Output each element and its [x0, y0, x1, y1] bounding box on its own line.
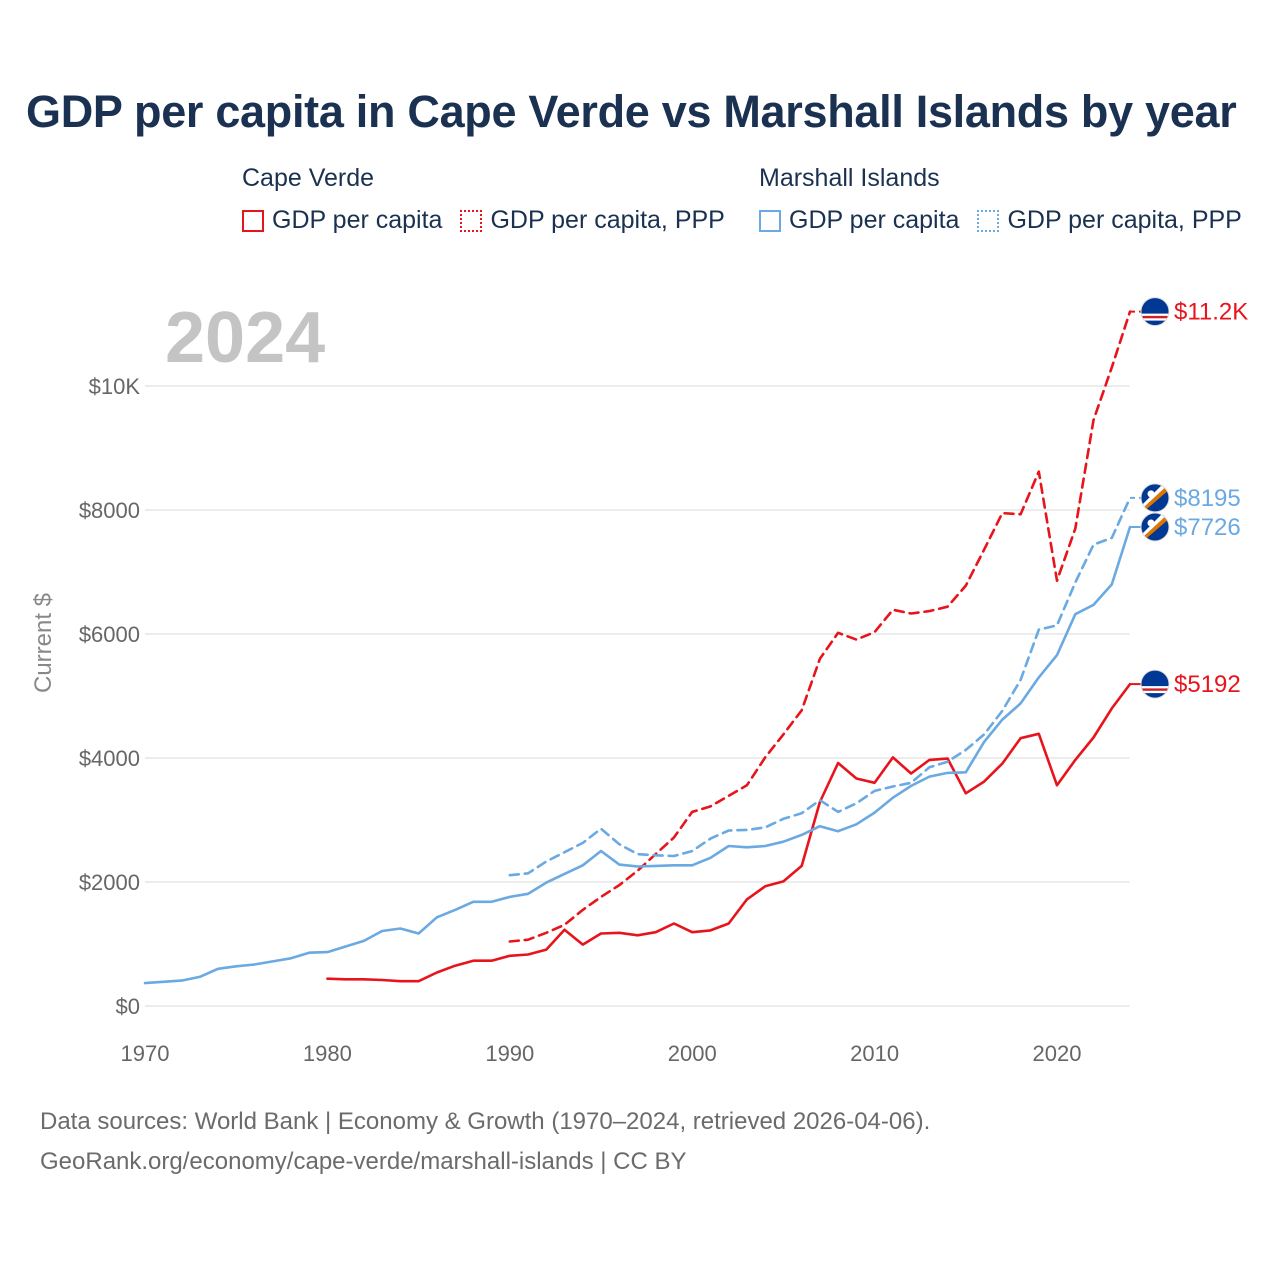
marshall-islands-flag-icon: [1140, 512, 1170, 542]
chart-title: GDP per capita in Cape Verde vs Marshall…: [26, 86, 1237, 137]
marshall-islands-flag-icon: [1140, 483, 1170, 513]
cape-verde-flag-icon: [1140, 669, 1170, 699]
legend-group-cape-verde: Cape Verde GDP per capita GDP per capita…: [242, 162, 743, 235]
cape-verde-flag-icon: [1140, 297, 1170, 327]
y-tick-label: $0: [116, 994, 140, 1019]
y-tick-label: $2000: [79, 870, 140, 895]
year-watermark: 2024: [165, 298, 325, 378]
end-markers: $5192 $11.2K $7726$8195: [1130, 297, 1248, 699]
flag-outline: [1140, 512, 1170, 542]
legend-group-marshall-islands: Marshall Islands GDP per capita GDP per …: [759, 162, 1260, 235]
series-line-2: [143, 525, 1132, 985]
legend-swatch-dotted-red: [460, 209, 483, 232]
x-tick-labels: 1970 1980 1990 2000 2010 2020: [121, 1041, 1082, 1066]
flag-outline: [1140, 297, 1170, 327]
legend-item-cape-verde-gdp[interactable]: GDP per capita: [242, 206, 442, 235]
flag-stripe-red: [1141, 688, 1169, 691]
gridlines: [145, 385, 1130, 1007]
flag-body: [1141, 297, 1169, 326]
legend-label: GDP per capita, PPP: [1007, 206, 1242, 234]
x-tick-label: 2000: [668, 1041, 717, 1066]
series-lines: [143, 310, 1132, 985]
x-tick-label: 1980: [303, 1041, 352, 1066]
y-tick-labels: $0 $2000 $4000 $6000 $8000 $10K: [79, 374, 141, 1019]
flag-star: [1147, 490, 1155, 498]
y-axis-label: Current $: [30, 593, 57, 693]
flag-stripe-orange: [1141, 513, 1169, 541]
flag-body: [1141, 670, 1169, 699]
footer-sources: Data sources: World Bank | Economy & Gro…: [40, 1108, 931, 1135]
legend-label: GDP per capita, PPP: [490, 206, 725, 234]
x-tick-label: 1970: [121, 1041, 170, 1066]
legend-country-marshall-islands: Marshall Islands: [759, 164, 940, 192]
legend-item-cape-verde-ppp[interactable]: GDP per capita, PPP: [460, 206, 725, 235]
end-value-label: $5192: [1174, 671, 1241, 698]
y-tick-label: $8000: [79, 498, 140, 523]
series-line-3: [508, 496, 1132, 877]
legend-swatch-solid-blue: [759, 209, 781, 232]
series-line-1: [508, 310, 1132, 943]
legend-country-cape-verde: Cape Verde: [242, 164, 375, 192]
x-tick-label: 2020: [1033, 1041, 1082, 1066]
series-line-0: [326, 682, 1132, 983]
flag-outline: [1140, 669, 1170, 699]
end-value-label: $8195: [1174, 485, 1241, 512]
legend-label: GDP per capita: [272, 206, 443, 234]
x-tick-label: 2010: [850, 1041, 899, 1066]
flag-star: [1147, 519, 1155, 527]
footer-attribution: GeoRank.org/economy/cape-verde/marshall-…: [40, 1148, 687, 1175]
x-tick-label: 1990: [485, 1041, 534, 1066]
flag-outline: [1140, 483, 1170, 513]
end-value-label: $7726: [1174, 514, 1241, 541]
y-tick-label: $6000: [79, 622, 140, 647]
legend-label: GDP per capita: [789, 206, 960, 234]
flag-field: [1141, 670, 1169, 699]
flag-stripe-red: [1141, 315, 1169, 319]
legend-item-marshall-islands-gdp[interactable]: GDP per capita: [759, 206, 959, 235]
legend-swatch-dotted-blue: [977, 209, 1000, 232]
flag-field: [1141, 297, 1169, 326]
legend-item-marshall-islands-ppp[interactable]: GDP per capita, PPP: [977, 206, 1242, 235]
y-tick-label: $4000: [79, 746, 140, 771]
end-value-label: $11.2K: [1174, 299, 1248, 326]
flag-stripe-orange: [1141, 483, 1169, 512]
y-tick-label: $10K: [89, 374, 141, 399]
legend-swatch-solid-red: [242, 209, 264, 232]
